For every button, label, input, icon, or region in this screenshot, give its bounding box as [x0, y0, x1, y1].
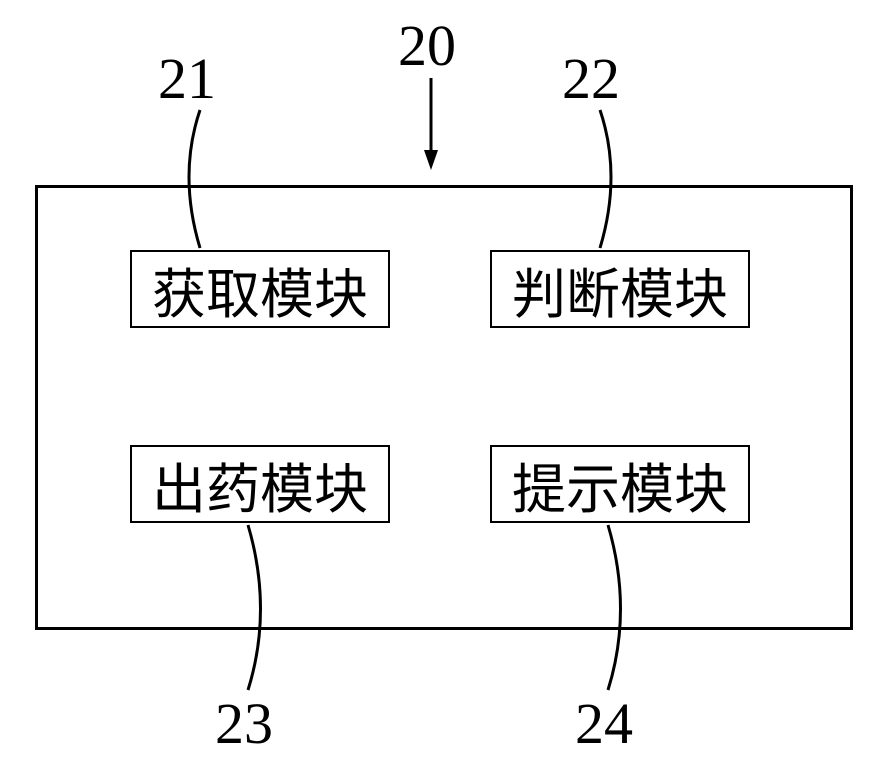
label-24: 24 [575, 690, 633, 757]
label-21: 21 [158, 45, 216, 112]
module-dispense: 出药模块 [130, 445, 390, 523]
module-acquire: 获取模块 [130, 250, 390, 328]
label-22: 22 [562, 45, 620, 112]
module-prompt: 提示模块 [490, 445, 750, 523]
module-prompt-label: 提示模块 [512, 445, 728, 524]
label-23: 23 [215, 690, 273, 757]
label-20: 20 [398, 12, 456, 79]
module-judge-label: 判断模块 [512, 250, 728, 329]
diagram-canvas: 获取模块 判断模块 出药模块 提示模块 20 21 22 23 24 [0, 0, 886, 768]
module-dispense-label: 出药模块 [152, 445, 368, 524]
module-judge: 判断模块 [490, 250, 750, 328]
module-acquire-label: 获取模块 [152, 250, 368, 329]
